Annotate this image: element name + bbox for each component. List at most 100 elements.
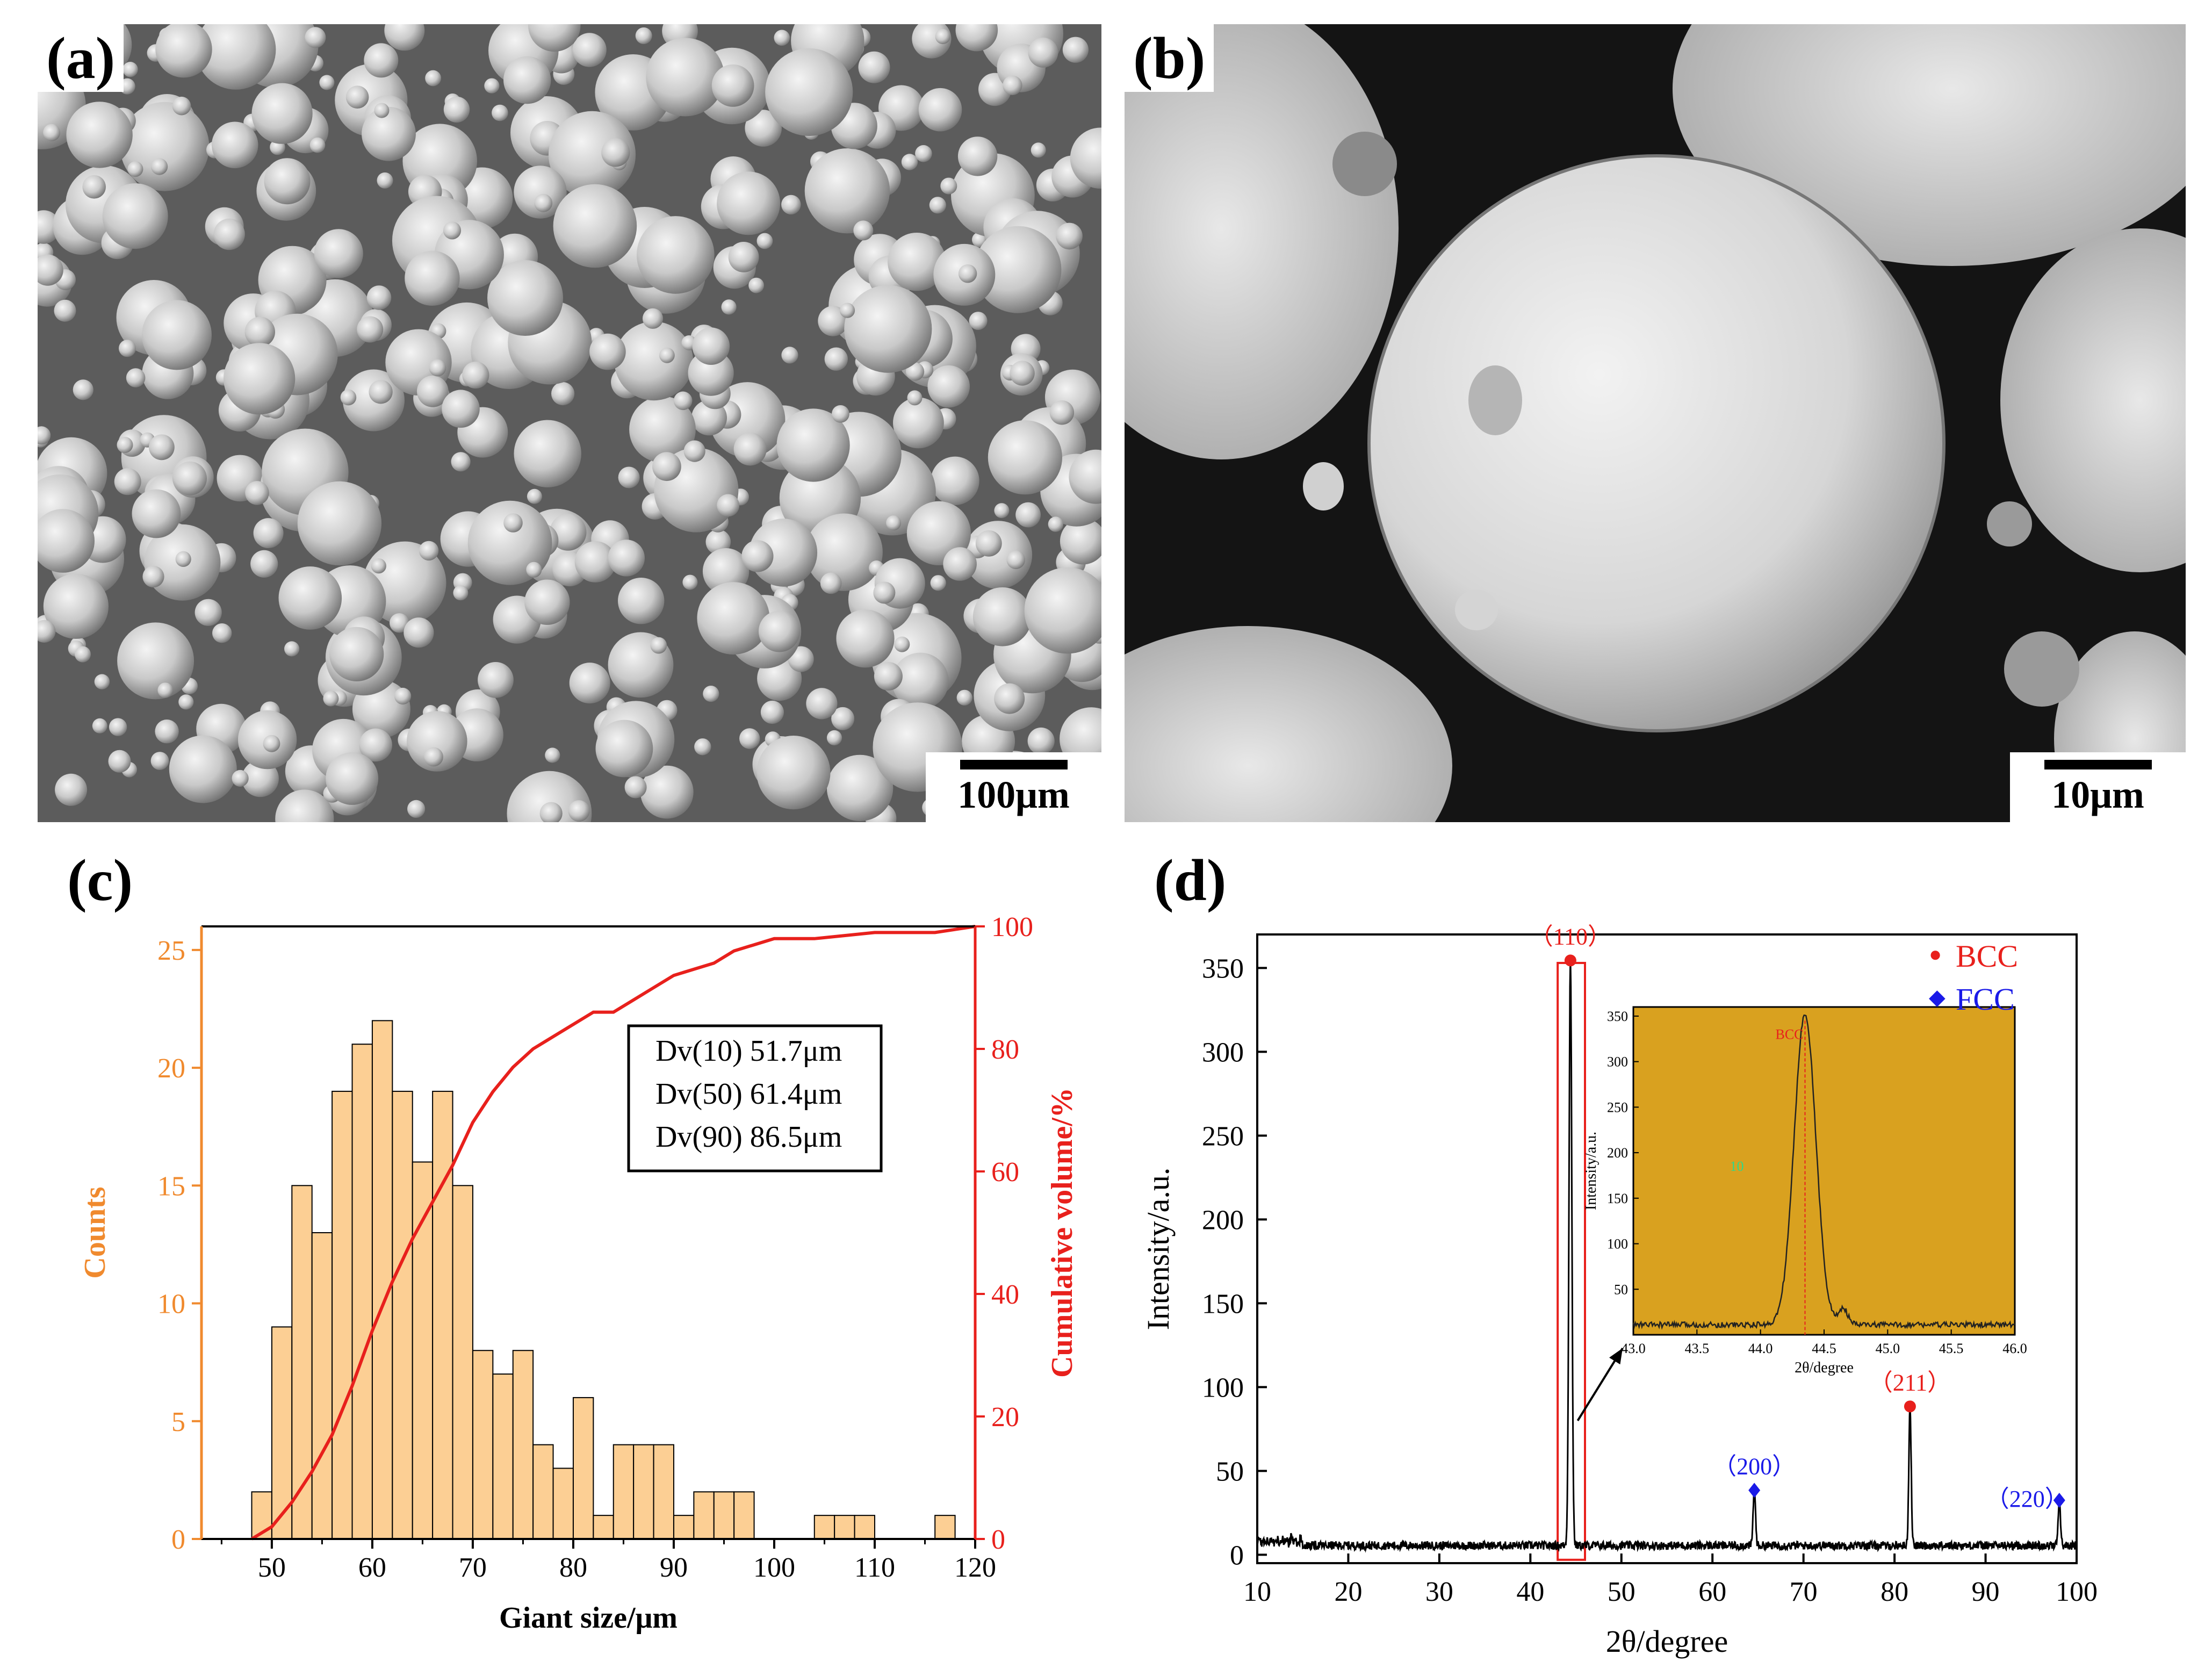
powder-particle — [733, 433, 767, 466]
powder-particle — [384, 24, 425, 51]
powder-particle — [534, 193, 553, 212]
y-tick-label: 50 — [1216, 1456, 1244, 1487]
powder-particle — [374, 103, 390, 118]
powder-particle — [319, 75, 335, 90]
powder-particle — [635, 27, 652, 44]
x-tick-label: 110 — [854, 1552, 895, 1583]
powder-particle — [244, 317, 275, 347]
y-tick-label: 350 — [1202, 953, 1244, 984]
powder-particle — [127, 161, 143, 177]
powder-particle — [369, 380, 393, 404]
histogram-bar — [613, 1444, 635, 1540]
powder-particle — [149, 434, 175, 461]
x-tick-label: 50 — [1608, 1577, 1635, 1607]
x-tick-label: 60 — [1698, 1577, 1726, 1607]
sem-image-a — [38, 24, 1101, 822]
powder-particle — [568, 800, 590, 822]
inset-x-axis-label: 2θ/degree — [1795, 1359, 1854, 1376]
histogram-bar — [432, 1090, 453, 1540]
powder-particle — [831, 707, 855, 730]
x-tick-label: 100 — [753, 1552, 795, 1583]
powder-particle — [741, 540, 774, 572]
powder-particle — [836, 609, 895, 668]
powder-particle — [958, 264, 977, 283]
powder-particle — [650, 637, 667, 654]
powder-particle — [673, 391, 693, 411]
powder-particle — [659, 347, 675, 363]
inset-x-tick-label: 44.5 — [1812, 1341, 1836, 1356]
powder-particle — [359, 728, 392, 762]
powder-particle — [739, 728, 760, 749]
powder-particle — [43, 124, 61, 141]
powder-particle — [178, 694, 194, 710]
inset-y-tick-label: 350 — [1607, 1009, 1628, 1024]
powder-particle — [637, 216, 715, 294]
scale-bar-line-b — [2044, 760, 2152, 769]
powder-particle — [1031, 142, 1046, 158]
powder-particle — [38, 620, 56, 643]
inset-x-tick-label: 46.0 — [2002, 1341, 2027, 1356]
histogram-bar — [532, 1444, 554, 1540]
powder-particle — [548, 111, 636, 198]
panel-label-a: (a) — [38, 24, 124, 92]
y-tick-label: 300 — [1202, 1037, 1244, 1068]
powder-particle — [443, 96, 470, 123]
powder-particle — [362, 106, 416, 161]
powder-particle — [75, 646, 91, 663]
powder-particle — [108, 750, 131, 773]
legend-fcc-label: FCC — [1956, 982, 2015, 1017]
powder-particle — [442, 390, 480, 428]
powder-particle — [774, 30, 790, 46]
powder-particle — [574, 541, 616, 582]
xrd-chart: 10 20 30 40 50 60 70 80 90 100 0 50 100 150 200 250 300 3… — [1141, 923, 2098, 1659]
powder-particle — [117, 622, 194, 700]
powder-particle — [957, 136, 998, 176]
powder-particle — [309, 137, 326, 153]
panel-label-d: (d) — [1154, 847, 1227, 913]
powder-particle — [142, 300, 212, 370]
y2-tick-label: 60 — [991, 1157, 1019, 1188]
powder-particle — [1028, 37, 1058, 68]
inset-y-tick-label: 150 — [1607, 1191, 1628, 1206]
powder-particle — [1010, 361, 1035, 386]
inset-bcc-annotation: BCC — [1776, 1026, 1804, 1042]
histogram-bar — [472, 1350, 494, 1540]
powder-particle — [503, 513, 523, 533]
peak-label: （200） — [1713, 1453, 1796, 1479]
powder-particle — [749, 519, 818, 587]
powder-particle — [969, 312, 988, 330]
powder-particle — [142, 566, 164, 588]
powder-particle — [906, 362, 925, 381]
x-tick-label: 40 — [1516, 1577, 1544, 1607]
powder-particle — [853, 220, 874, 241]
x-axis-label-2theta: 2θ/degree — [1606, 1624, 1728, 1659]
powder-particle — [1056, 222, 1083, 250]
dv-legend-box: Dv(10) 51.7μm Dv(50) 61.4μm Dv(90) 86.5μ… — [627, 1024, 883, 1173]
fcc-peak-marker — [1748, 1483, 1761, 1498]
powder-particle — [484, 78, 500, 93]
powder-particle — [404, 617, 434, 648]
histogram-bar — [452, 1185, 473, 1540]
powder-particle — [232, 769, 249, 787]
size-distribution-chart: 50 60 70 80 90 100 110 120051015202502040608010… — [78, 912, 1079, 1635]
powder-particle — [503, 56, 551, 104]
powder-particle — [539, 802, 563, 822]
y-tick-label: 15 — [157, 1171, 185, 1202]
x-tick-label: 120 — [954, 1552, 996, 1583]
powder-particle — [549, 514, 587, 551]
powder-particle — [931, 456, 979, 505]
powder-particle — [682, 574, 698, 590]
powder-particle — [377, 172, 393, 189]
histogram-bar — [693, 1491, 715, 1540]
y2-tick-label: 40 — [991, 1279, 1019, 1310]
histogram-bar — [713, 1491, 735, 1540]
peak-label: （220） — [1986, 1486, 2069, 1512]
powder-particle — [451, 452, 471, 472]
powder-particle — [514, 420, 581, 487]
scale-bar-b: 10μm — [2010, 752, 2186, 822]
sem-image-b — [1125, 24, 2186, 822]
powder-particle — [1003, 75, 1022, 95]
y-tick-label: 100 — [1202, 1372, 1244, 1403]
powder-particle — [940, 177, 957, 195]
powder-particle — [824, 347, 848, 371]
